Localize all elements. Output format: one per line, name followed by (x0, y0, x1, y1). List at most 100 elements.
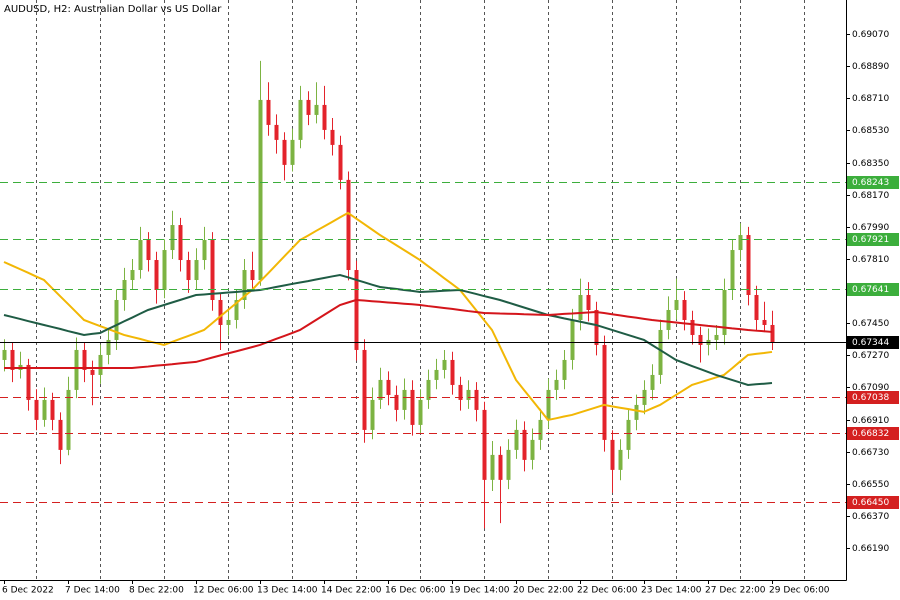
candle-body (754, 294, 759, 320)
candle-body (242, 270, 247, 300)
candle-body (730, 250, 735, 290)
x-tick-label: 12 Dec 06:00 (193, 586, 254, 596)
candle-body (266, 99, 271, 125)
x-tick-label: 8 Dec 22:00 (129, 586, 184, 596)
candle-body (322, 104, 327, 130)
candle-body (130, 270, 135, 281)
y-tick-label: 0.68170 (852, 191, 889, 201)
candle-body (618, 449, 623, 470)
moving-average-line (3, 273, 773, 386)
x-tick-label: 6 Dec 2022 (2, 586, 54, 596)
candle-body (722, 290, 727, 335)
candle-body (66, 389, 71, 450)
candle-body (202, 240, 207, 261)
candle-body (506, 449, 511, 480)
candle-body (602, 344, 607, 440)
candle-body (282, 139, 287, 165)
level-label-box (847, 176, 899, 189)
candle-body (546, 389, 551, 420)
candle-body (218, 299, 223, 325)
candle-body (738, 235, 743, 251)
candle-body (210, 240, 215, 300)
candle-body (82, 349, 87, 370)
x-tick-label: 20 Dec 22:00 (513, 586, 574, 596)
candle-body (26, 364, 31, 400)
level-label: 0.67344 (852, 338, 889, 348)
candle-body (106, 339, 111, 355)
candle-body (170, 225, 175, 251)
level-label: 0.67921 (852, 235, 889, 245)
candle-body (746, 235, 751, 295)
candle-body (538, 419, 543, 440)
x-tick-label: 27 Dec 22:00 (705, 586, 766, 596)
candle-body (2, 349, 7, 360)
y-tick-label: 0.68710 (852, 94, 889, 104)
level-label-box (847, 391, 899, 404)
level-label: 0.67038 (852, 393, 889, 403)
candle-body (698, 334, 703, 345)
candle-body (714, 334, 719, 340)
level-label: 0.67641 (852, 285, 889, 295)
candle-body (418, 399, 423, 425)
candle-body (762, 319, 767, 325)
candle-body (690, 319, 695, 335)
candle-body (554, 379, 559, 390)
moving-average-line (4, 298, 773, 369)
candle-body (226, 319, 231, 325)
candle-body (674, 299, 679, 310)
candle-body (234, 299, 239, 320)
candle-body (450, 359, 455, 385)
x-tick-label: 23 Dec 14:00 (641, 586, 702, 596)
candle-body (474, 389, 479, 410)
level-label-box (847, 233, 899, 246)
candle-body (410, 389, 415, 425)
candle-body (194, 260, 199, 281)
level-label: 0.66450 (852, 498, 889, 508)
level-label-box (847, 427, 899, 440)
moving-average-line (3, 211, 773, 422)
candle-body (250, 270, 255, 281)
candle-body (314, 104, 319, 115)
y-tick-label: 0.66730 (852, 448, 889, 458)
candle-body (666, 309, 671, 330)
candle-body (114, 299, 119, 340)
y-tick-label: 0.67810 (852, 255, 889, 265)
x-tick-label: 16 Dec 06:00 (385, 586, 446, 596)
y-tick-label: 0.66370 (852, 512, 889, 522)
candle-body (258, 99, 263, 281)
level-label: 0.66832 (852, 429, 889, 439)
candle-body (138, 240, 143, 271)
candle-body (594, 309, 599, 345)
y-tick-label: 0.68350 (852, 159, 889, 169)
candle-body (386, 379, 391, 395)
candle-body (290, 139, 295, 165)
chart-title: AUDUSD, H2: Australian Dollar vs US Doll… (4, 4, 222, 15)
candle-body (58, 419, 63, 450)
candle-body (562, 359, 567, 380)
candle-body (770, 324, 775, 343)
x-tick-label: 29 Dec 06:00 (769, 586, 830, 596)
candle-body (90, 369, 95, 375)
candle-body (298, 99, 303, 140)
candle-body (42, 399, 47, 420)
candle-body (10, 349, 15, 370)
candle-body (306, 99, 311, 115)
level-label-box (847, 283, 899, 296)
candle-body (362, 349, 367, 430)
y-tick-label: 0.66910 (852, 416, 889, 426)
candle-body (370, 399, 375, 430)
level-label: 0.68243 (852, 178, 889, 188)
candle-body (186, 260, 191, 281)
candle-body (682, 299, 687, 320)
candle-body (442, 359, 447, 370)
level-label-box (847, 336, 899, 349)
level-label-box (847, 496, 899, 509)
candle-body (50, 399, 55, 420)
y-tick-label: 0.67450 (852, 319, 889, 329)
candle-body (154, 260, 159, 290)
candle-body (626, 419, 631, 450)
x-tick-label: 13 Dec 14:00 (257, 586, 318, 596)
candle-body (330, 129, 335, 145)
